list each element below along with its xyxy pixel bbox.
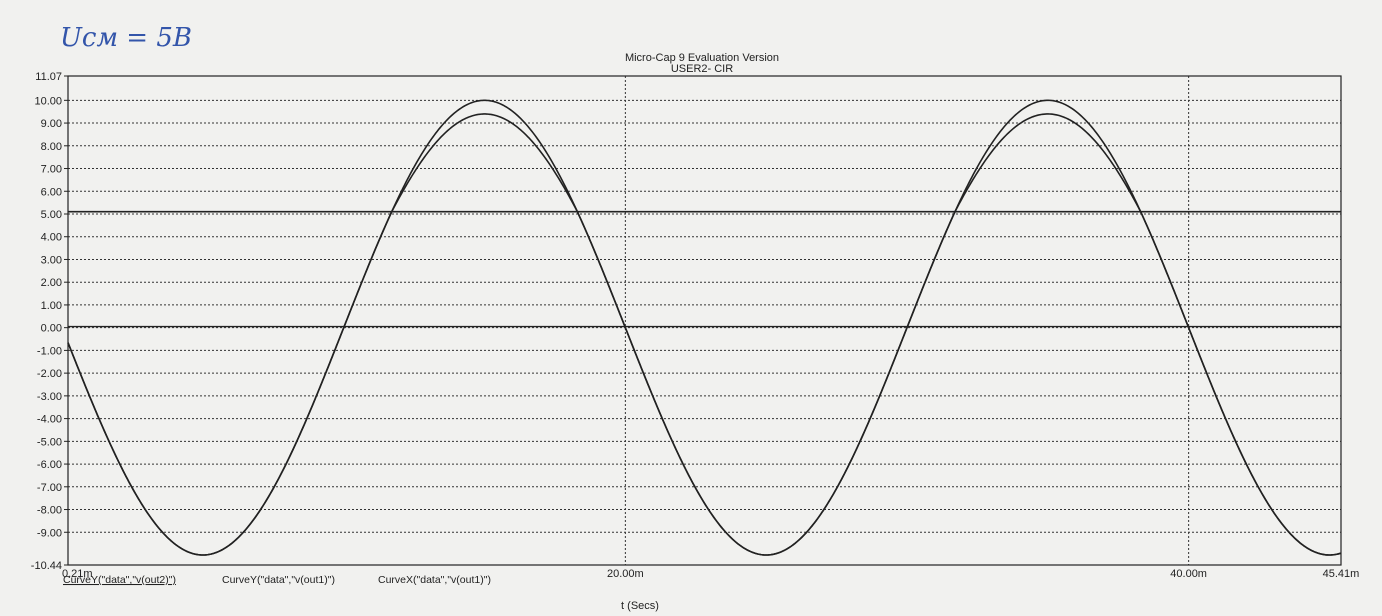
y-tick-label: 0.00 xyxy=(41,323,62,335)
y-tick-label: 8.00 xyxy=(41,141,62,153)
x-tick-label: 45.41m xyxy=(1323,568,1360,580)
plot-frame xyxy=(67,75,1342,566)
y-tick-label: 5.00 xyxy=(41,209,62,221)
y-tick-label: 4.00 xyxy=(41,232,62,244)
x-axis: 0.21m 20.00m 40.00m 45.41m xyxy=(62,568,1359,580)
y-tick-label: 10.00 xyxy=(34,95,62,107)
legend-entry: CurveY("data","v(out2)") xyxy=(63,574,176,586)
handwritten-annotation: Uсм = 5В xyxy=(60,23,192,53)
y-tick-label: -9.00 xyxy=(37,527,62,539)
y-tick-label: -6.00 xyxy=(37,459,62,471)
legend-entry: CurveY("data","v(out1)") xyxy=(222,574,335,586)
grid xyxy=(68,76,1341,565)
x-axis-label: t (Secs) xyxy=(621,600,659,612)
x-tick-label: 40.00m xyxy=(1170,568,1207,580)
chart-title: Micro-Cap 9 Evaluation Version xyxy=(625,52,779,64)
y-tick-label: 3.00 xyxy=(41,254,62,266)
y-tick-label: -3.00 xyxy=(37,391,62,403)
x-tick-label: 20.00m xyxy=(607,568,644,580)
legend: CurveY("data","v(out2)") CurveY("data","v… xyxy=(63,574,491,586)
y-tick-label: -5.00 xyxy=(37,436,62,448)
y-tick-label: 7.00 xyxy=(41,164,62,176)
series-group xyxy=(67,99,1342,556)
y-tick-label: -10.44 xyxy=(31,560,62,572)
y-axis: 11.07 10.00 9.00 8.00 7.00 6.00 5.00 4.00 3.00 2.… xyxy=(31,71,68,572)
y-tick-label: -7.00 xyxy=(37,482,62,494)
legend-entry: CurveX("data","v(out1)") xyxy=(378,574,491,586)
y-tick-label: 2.00 xyxy=(41,277,62,289)
y-tick-label: 9.00 xyxy=(41,118,62,130)
y-tick-label: -4.00 xyxy=(37,414,62,426)
y-tick-label: 11.07 xyxy=(35,71,62,83)
y-tick-label: -2.00 xyxy=(37,368,62,380)
y-tick-label: 6.00 xyxy=(41,186,62,198)
chart-subtitle: USER2- CIR xyxy=(671,63,733,75)
y-tick-label: 1.00 xyxy=(41,300,62,312)
x-tick-label: 0.21m xyxy=(62,568,93,580)
series-v-out1 xyxy=(67,113,1342,556)
y-tick-label: -8.00 xyxy=(37,505,62,517)
y-tick-label: -1.00 xyxy=(37,345,62,357)
